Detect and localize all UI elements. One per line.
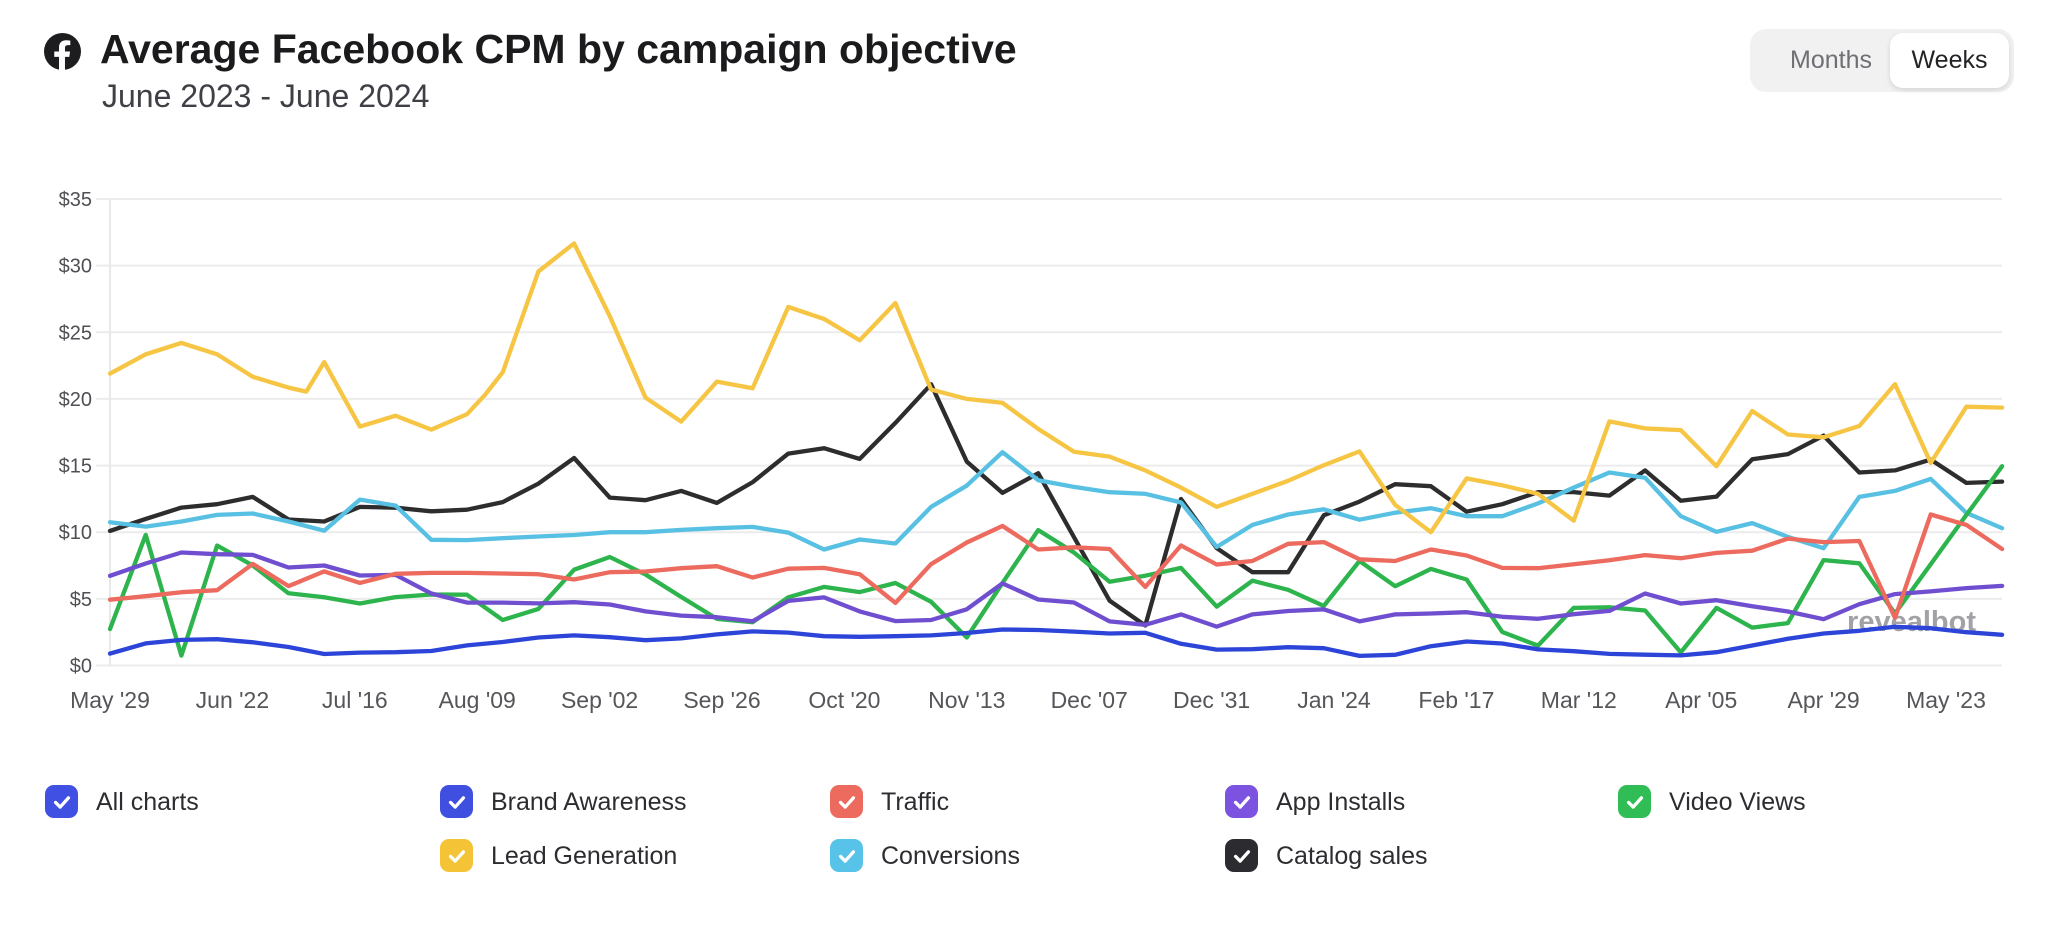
svg-text:Apr '29: Apr '29 xyxy=(1788,687,1860,713)
svg-text:Jan '24: Jan '24 xyxy=(1297,687,1371,713)
svg-text:Nov '13: Nov '13 xyxy=(928,687,1005,713)
svg-text:May '29: May '29 xyxy=(70,687,150,713)
svg-text:Aug '09: Aug '09 xyxy=(439,687,516,713)
svg-text:Apr '05: Apr '05 xyxy=(1665,687,1737,713)
svg-text:$15: $15 xyxy=(59,456,92,478)
svg-text:Dec '31: Dec '31 xyxy=(1173,687,1250,713)
svg-text:$20: $20 xyxy=(59,389,92,411)
svg-text:Jul '16: Jul '16 xyxy=(322,687,388,713)
svg-text:Jun '22: Jun '22 xyxy=(196,687,269,713)
svg-text:Dec '07: Dec '07 xyxy=(1051,687,1128,713)
svg-text:$25: $25 xyxy=(59,322,92,344)
svg-text:Sep '26: Sep '26 xyxy=(683,687,760,713)
svg-text:$35: $35 xyxy=(59,189,92,211)
svg-text:$10: $10 xyxy=(59,522,92,544)
svg-text:May '23: May '23 xyxy=(1906,687,1986,713)
svg-text:$5: $5 xyxy=(70,589,92,611)
svg-text:Mar '12: Mar '12 xyxy=(1541,687,1617,713)
svg-text:Feb '17: Feb '17 xyxy=(1418,687,1494,713)
svg-text:$30: $30 xyxy=(59,256,92,278)
svg-text:$0: $0 xyxy=(70,656,92,678)
svg-text:Sep '02: Sep '02 xyxy=(561,687,638,713)
svg-text:Oct '20: Oct '20 xyxy=(808,687,880,713)
